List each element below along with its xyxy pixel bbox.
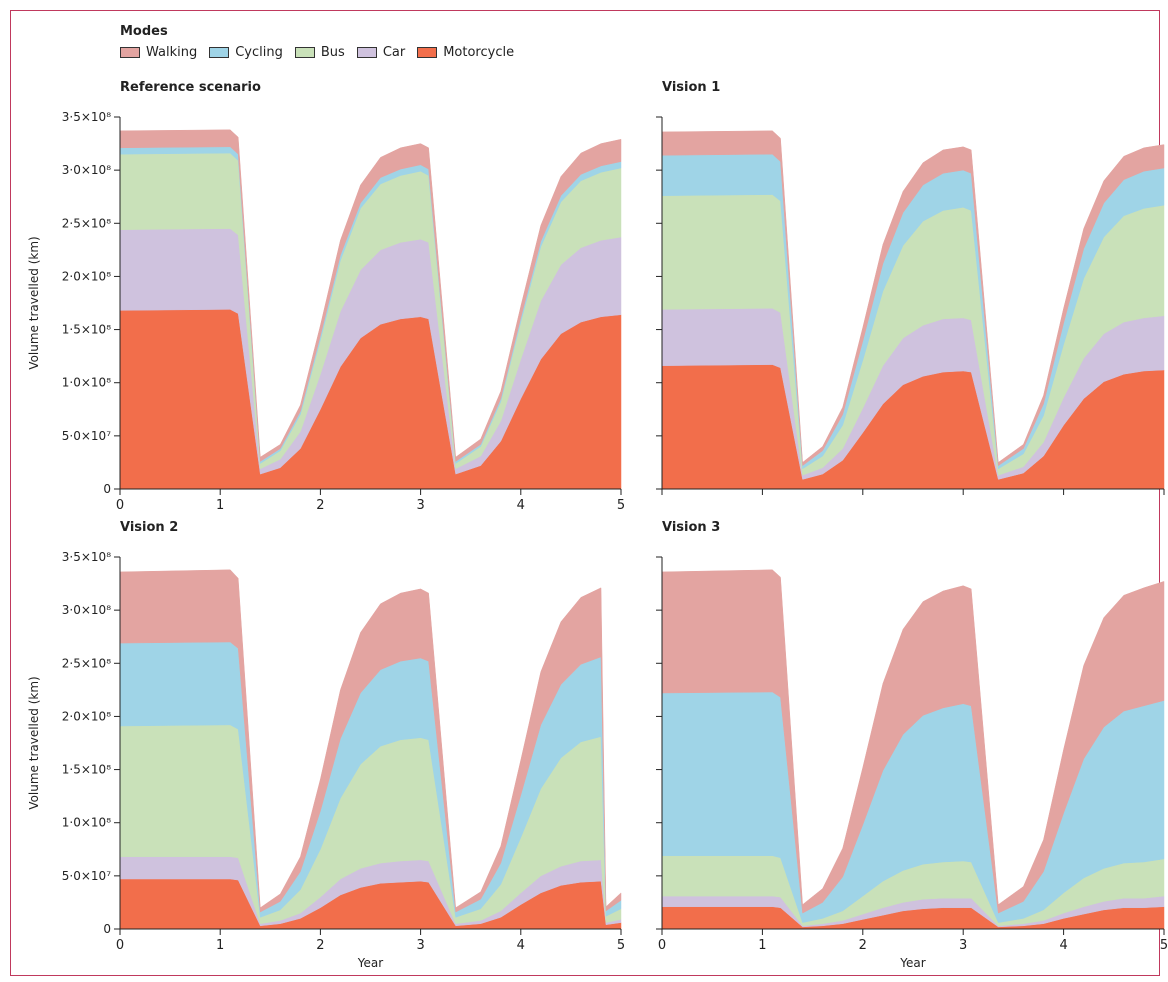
x-tick-label: 1 <box>216 498 224 513</box>
legend-label: Walking <box>146 45 198 60</box>
legend-swatch <box>356 47 377 58</box>
x-tick-label: 3 <box>416 498 424 513</box>
y-tick-label: 5·0×10⁷ <box>62 429 111 443</box>
legend-label: Bus <box>320 45 345 60</box>
chart-panel-4: Vision 3 0 1 2 3 4 5 Year <box>656 520 1168 970</box>
figure-frame <box>10 10 1160 976</box>
y-tick-label: 3·5×10⁸ <box>62 110 111 124</box>
legend-swatch <box>417 47 438 58</box>
legend: Modes Walking Cycling Bus Car Motorcycle <box>120 24 526 60</box>
area-walking <box>119 129 622 462</box>
y-axis-label: Volume travelled (km) <box>27 236 41 369</box>
legend-label: Car <box>382 45 406 60</box>
x-tick-label: 4 <box>1059 938 1067 953</box>
y-tick-label: 0 <box>103 482 111 496</box>
x-tick-label: 0 <box>658 938 666 953</box>
y-tick-label: 0 <box>103 922 111 936</box>
legend-items: Walking Cycling Bus Car Motorcycle <box>120 45 526 60</box>
area-walking <box>119 569 622 913</box>
chart-title: Vision 3 <box>662 520 720 535</box>
y-tick-label: 1·0×10⁸ <box>62 376 111 390</box>
y-tick-label: 1·5×10⁸ <box>62 763 111 777</box>
legend-label: Cycling <box>235 45 283 60</box>
x-tick-label: 5 <box>617 498 625 513</box>
legend-item-cycling: Cycling <box>209 45 283 60</box>
y-tick-label: 2·0×10⁸ <box>62 269 111 283</box>
x-tick-label: 3 <box>959 938 967 953</box>
x-tick-label: 0 <box>116 498 124 513</box>
chart-panel-2: Vision 1 <box>656 80 1165 495</box>
legend-item-walking: Walking <box>120 45 197 60</box>
x-tick-label: 1 <box>216 938 224 953</box>
y-tick-label: 2·5×10⁸ <box>62 656 111 670</box>
legend-swatch <box>209 47 230 58</box>
chart-panel-1: Reference scenario 0 5·0×10⁷ 1·0×10⁸ 1·5×10⁸… <box>27 80 625 513</box>
y-tick-label: 3·5×10⁸ <box>62 550 111 564</box>
x-tick-label: 2 <box>316 498 324 513</box>
y-axis-label: Volume travelled (km) <box>27 676 41 809</box>
y-tick-label: 3·0×10⁸ <box>62 603 111 617</box>
chart-title: Reference scenario <box>120 80 261 95</box>
x-tick-label: 0 <box>116 938 124 953</box>
legend-item-bus: Bus <box>294 45 345 60</box>
y-tick-label: 2·0×10⁸ <box>62 709 111 723</box>
y-tick-label: 1·5×10⁸ <box>62 323 111 337</box>
x-tick-label: 4 <box>517 938 525 953</box>
chart-title: Vision 2 <box>120 520 178 535</box>
legend-item-car: Car <box>356 45 406 60</box>
y-tick-label: 1·0×10⁸ <box>62 816 111 830</box>
y-tick-label: 5·0×10⁷ <box>62 869 111 883</box>
legend-item-motorcycle: Motorcycle <box>417 45 514 60</box>
x-tick-label: 4 <box>517 498 525 513</box>
legend-swatch <box>294 47 315 58</box>
area-walking <box>661 569 1165 914</box>
x-tick-label: 5 <box>1160 938 1168 953</box>
x-tick-label: 5 <box>617 938 625 953</box>
x-tick-label: 2 <box>316 938 324 953</box>
legend-title: Modes <box>120 24 168 39</box>
x-tick-label: 2 <box>859 938 867 953</box>
legend-swatch <box>120 47 140 58</box>
legend-label: Motorcycle <box>443 45 515 60</box>
x-axis-label: Year <box>899 956 925 970</box>
chart-title: Vision 1 <box>662 80 720 95</box>
area-walking <box>661 130 1165 467</box>
x-axis-label: Year <box>357 956 383 970</box>
chart-panel-3: Vision 2 0 5·0×10⁷ 1·0×10⁸ 1·5×10⁸ 2·0×10⁸ 2·5… <box>27 520 625 970</box>
x-tick-label: 3 <box>416 938 424 953</box>
x-tick-label: 1 <box>758 938 766 953</box>
y-tick-label: 3·0×10⁸ <box>62 163 111 177</box>
y-tick-label: 2·5×10⁸ <box>62 216 111 230</box>
